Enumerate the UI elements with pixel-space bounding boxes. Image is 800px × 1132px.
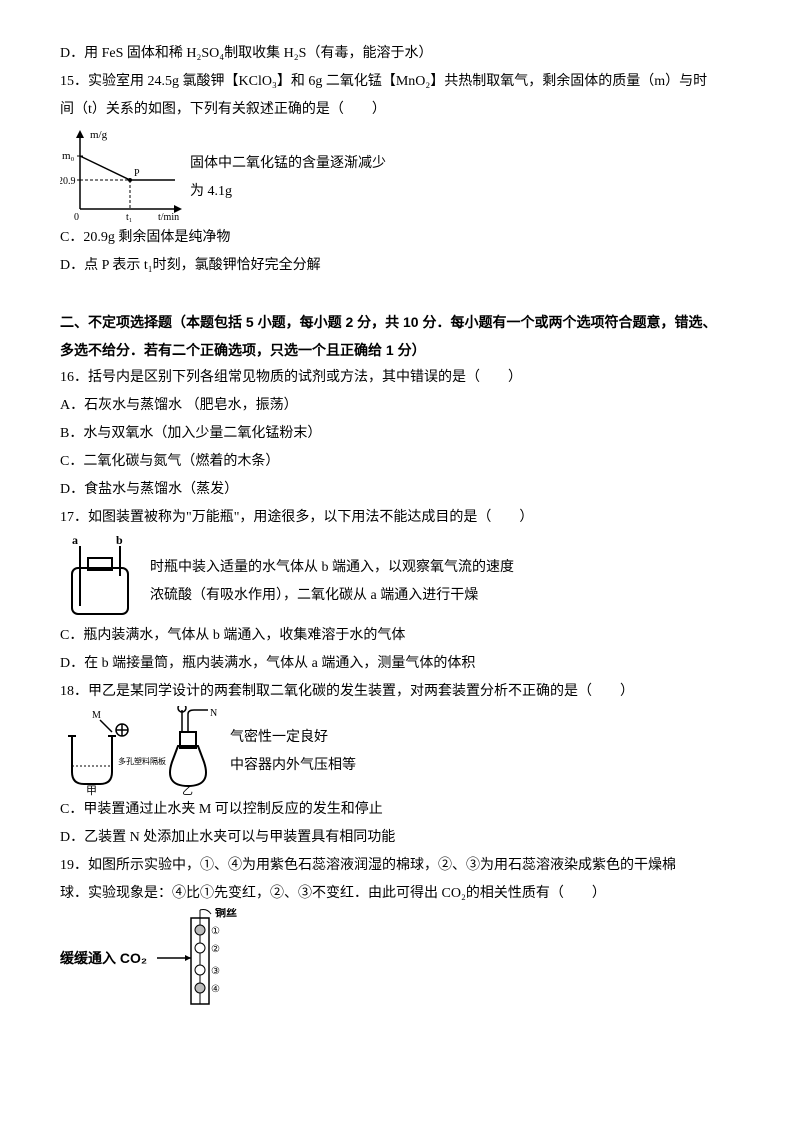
q19-wire-label: 铜丝	[214, 908, 237, 919]
q17-option-c: C．瓶内装满水，气体从 b 端通入，收集难溶于水的气体	[60, 622, 740, 650]
q15-chart-xlabel: t/min	[158, 212, 179, 223]
q14-option-d: D．用 FeS 固体和稀 H₂SO₄制取收集 H₂S（有毒，能溶于水）	[60, 40, 740, 68]
q19-ball-4: ④	[211, 984, 220, 995]
q17-bottle: a b	[60, 532, 150, 622]
q17-side-text: 时瓶中装入适量的水气体从 b 端通入，以观察氧气流的速度 浓硫酸（有吸水作用），…	[150, 532, 514, 610]
document-page: D．用 FeS 固体和稀 H₂SO₄制取收集 H₂S（有毒，能溶于水） 15．实…	[0, 0, 800, 1132]
q19-stem-2: 球．实验现象是：④比①先变红，②、③不变红．由此可得出 CO₂的相关性质有（ ）	[60, 880, 740, 908]
q15-side-2: 为 4.1g	[190, 178, 386, 206]
q17-side-1: 时瓶中装入适量的水气体从 b 端通入，以观察氧气流的速度	[150, 554, 514, 582]
q17-figure-row: a b 时瓶中装入适量的水气体从 b 端通入，以观察氧气流的速度 浓硫酸（有吸水…	[60, 532, 740, 622]
q16-option-b: B．水与双氧水（加入少量二氧化锰粉末）	[60, 420, 740, 448]
q19-ball-1: ①	[211, 926, 220, 937]
q15-chart-ytick: 20.9	[60, 176, 76, 187]
q15-chart-side-text: 固体中二氧化锰的含量逐渐减少 为 4.1g	[190, 124, 386, 206]
q19-stem-1: 19．如图所示实验中，①、④为用紫色石蕊溶液润湿的棉球，②、③为用石蕊溶液染成紫…	[60, 852, 740, 880]
q18-apparatus: M 多孔塑料隔板 甲 N 乙	[60, 706, 230, 796]
q19-figure-row: 缓缓通入 CO₂ 铜丝 ① ② ③ ④	[60, 908, 740, 1008]
q15-figure-row: m/g t/min m₀ 20.9 P t₁ 0 固体中二氧化锰的含量逐渐减少 …	[60, 124, 740, 224]
q16-option-a: A．石灰水与蒸馏水 （肥皂水，振荡）	[60, 392, 740, 420]
blank-1	[60, 280, 740, 308]
section2-head-2: 多选不给分．若有二个正确选项，只选一个且正确给 1 分）	[60, 336, 740, 364]
q18-option-d: D．乙装置 N 处添加止水夹可以与甲装置具有相同功能	[60, 824, 740, 852]
q15-chart: m/g t/min m₀ 20.9 P t₁ 0	[60, 124, 190, 224]
q18-figure-row: M 多孔塑料隔板 甲 N 乙 气密性一定良好 中容器内外气压相等	[60, 706, 740, 796]
q19-inlet-label: 缓缓通入 CO₂	[60, 944, 147, 972]
q16-option-c: C．二氧化碳与氮气（燃着的木条）	[60, 448, 740, 476]
q15-option-d: D．点 P 表示 t₁时刻，氯酸钾恰好完全分解	[60, 252, 740, 280]
q15-stem-1: 15．实验室用 24.5g 氯酸钾【KClO₃】和 6g 二氧化锰【MnO₂】共…	[60, 68, 740, 96]
q18-side-2: 中容器内外气压相等	[230, 752, 356, 780]
q18-side-1: 气密性一定良好	[230, 724, 356, 752]
q17-option-d: D．在 b 端接量筒，瓶内装满水，气体从 a 端通入，测量气体的体积	[60, 650, 740, 678]
q18-option-c: C．甲装置通过止水夹 M 可以控制反应的发生和停止	[60, 796, 740, 824]
q15-option-c: C．20.9g 剩余固体是纯净物	[60, 224, 740, 252]
q17-side-2: 浓硫酸（有吸水作用），二氧化碳从 a 端通入进行干燥	[150, 582, 514, 610]
q17-label-b: b	[116, 533, 123, 547]
q19-tube: 铜丝 ① ② ③ ④	[147, 908, 267, 1008]
q16-stem: 16．括号内是区别下列各组常见物质的试剂或方法，其中错误的是（ ）	[60, 364, 740, 392]
q15-side-1: 固体中二氧化锰的含量逐渐减少	[190, 150, 386, 178]
section2-head-1: 二、不定项选择题（本题包括 5 小题，每小题 2 分，共 10 分．每小题有一个…	[60, 308, 740, 336]
q15-chart-ylabel: m/g	[90, 129, 108, 141]
q15-stem-2: 间（t）关系的如图，下列有关叙述正确的是（ ）	[60, 96, 740, 124]
q18-label-jia: 甲	[86, 785, 97, 796]
q18-label-clip: 多孔塑料隔板	[118, 756, 166, 766]
svg-text:0: 0	[74, 212, 79, 223]
svg-text:P: P	[134, 168, 140, 179]
q18-label-m: M	[92, 710, 101, 721]
q19-ball-3: ③	[211, 966, 220, 977]
q16-option-d: D．食盐水与蒸馏水（蒸发）	[60, 476, 740, 504]
q15-chart-m0: m₀	[62, 150, 75, 162]
q18-label-n: N	[210, 708, 217, 719]
q18-label-yi: 乙	[182, 784, 193, 796]
q18-stem: 18．甲乙是某同学设计的两套制取二氧化碳的发生装置，对两套装置分析不正确的是（ …	[60, 678, 740, 706]
q18-side-text: 气密性一定良好 中容器内外气压相等	[230, 706, 356, 780]
q15-chart-xtick: t₁	[126, 212, 132, 223]
q17-stem: 17．如图装置被称为"万能瓶"，用途很多，以下用法不能达成目的是（ ）	[60, 504, 740, 532]
q19-ball-2: ②	[211, 944, 220, 955]
q17-label-a: a	[72, 533, 78, 547]
